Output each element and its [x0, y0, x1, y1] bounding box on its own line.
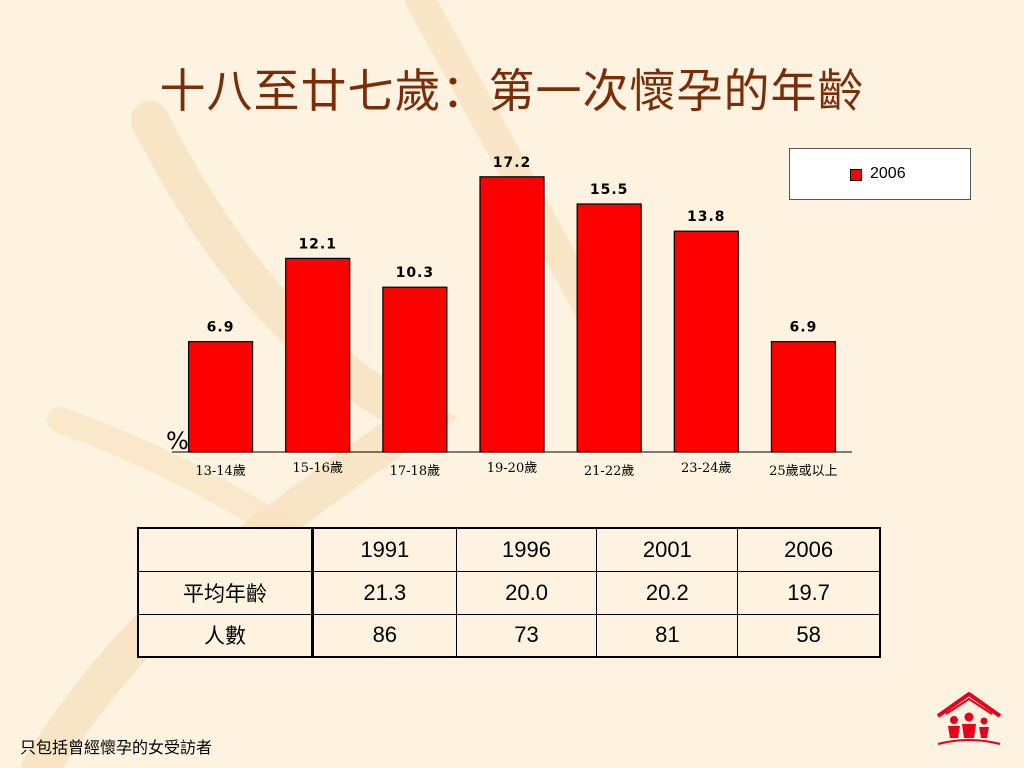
table-header-row: 1991 1996 2001 2006: [137, 527, 881, 572]
data-label: 15.5: [590, 182, 629, 198]
x-tick-label: 19-20歲: [487, 461, 537, 476]
table-cell: 58: [737, 613, 881, 658]
bar-chart: 6.9 13-14歲 12.1 15-16歲 10.3 17-18歲 17.2 19-20歲 1…: [172, 155, 852, 479]
data-label: 17.2: [493, 155, 532, 171]
table-cell: 21.3: [312, 570, 457, 615]
data-label: 6.9: [790, 320, 818, 336]
bar: [576, 203, 642, 453]
table-header-cell: 2006: [737, 527, 881, 572]
table-cell: 73: [455, 613, 598, 658]
data-label: 12.1: [298, 236, 337, 252]
x-tick-label: 23-24歲: [681, 461, 731, 476]
data-label: 10.3: [396, 265, 435, 281]
x-tick-label: 21-22歲: [584, 464, 634, 479]
table-header-cell: 1996: [455, 527, 598, 572]
page-title: 十八至廿七歲：第一次懷孕的年齡: [159, 64, 865, 118]
bar: [770, 341, 837, 453]
footnote: 只包括曾經懷孕的女受訪者: [20, 738, 213, 757]
table-row-label: 平均年齡: [137, 570, 314, 615]
x-tick-label: 17-18歲: [390, 464, 440, 479]
table-row-label: 人數: [137, 613, 314, 658]
table-header-cell: 1991: [312, 527, 457, 572]
family-house-icon: [936, 692, 1002, 745]
bar: [479, 176, 545, 453]
table-cell: 20.2: [596, 570, 739, 615]
table-corner-cell: [137, 527, 314, 572]
bar: [673, 230, 739, 453]
x-tick-label: 13-14歲: [195, 464, 245, 479]
table-header-cell: 2001: [596, 527, 739, 572]
bar: [382, 286, 448, 453]
table-row: 平均年齡 21.3 20.0 20.2 19.7: [137, 570, 881, 615]
table-cell: 81: [596, 613, 739, 658]
y-axis-unit-label: %: [166, 427, 189, 455]
legend-swatch: [850, 169, 862, 181]
legend-label: 2006: [870, 165, 906, 182]
bar: [285, 257, 351, 453]
table-row: 人數 86 73 81 58: [137, 613, 881, 658]
bar: [187, 341, 254, 453]
chart-legend: 2006: [789, 148, 971, 200]
table-cell: 19.7: [737, 570, 881, 615]
x-tick-label: 15-16歲: [292, 461, 342, 476]
data-label: 13.8: [687, 209, 726, 225]
summary-table: 1991 1996 2001 2006 平均年齡 21.3 20.0 20.2 …: [137, 527, 881, 658]
x-tick-label: 25歲或以上: [769, 464, 838, 479]
table-cell: 86: [312, 613, 457, 658]
data-label: 6.9: [207, 320, 235, 336]
table-cell: 20.0: [455, 570, 598, 615]
